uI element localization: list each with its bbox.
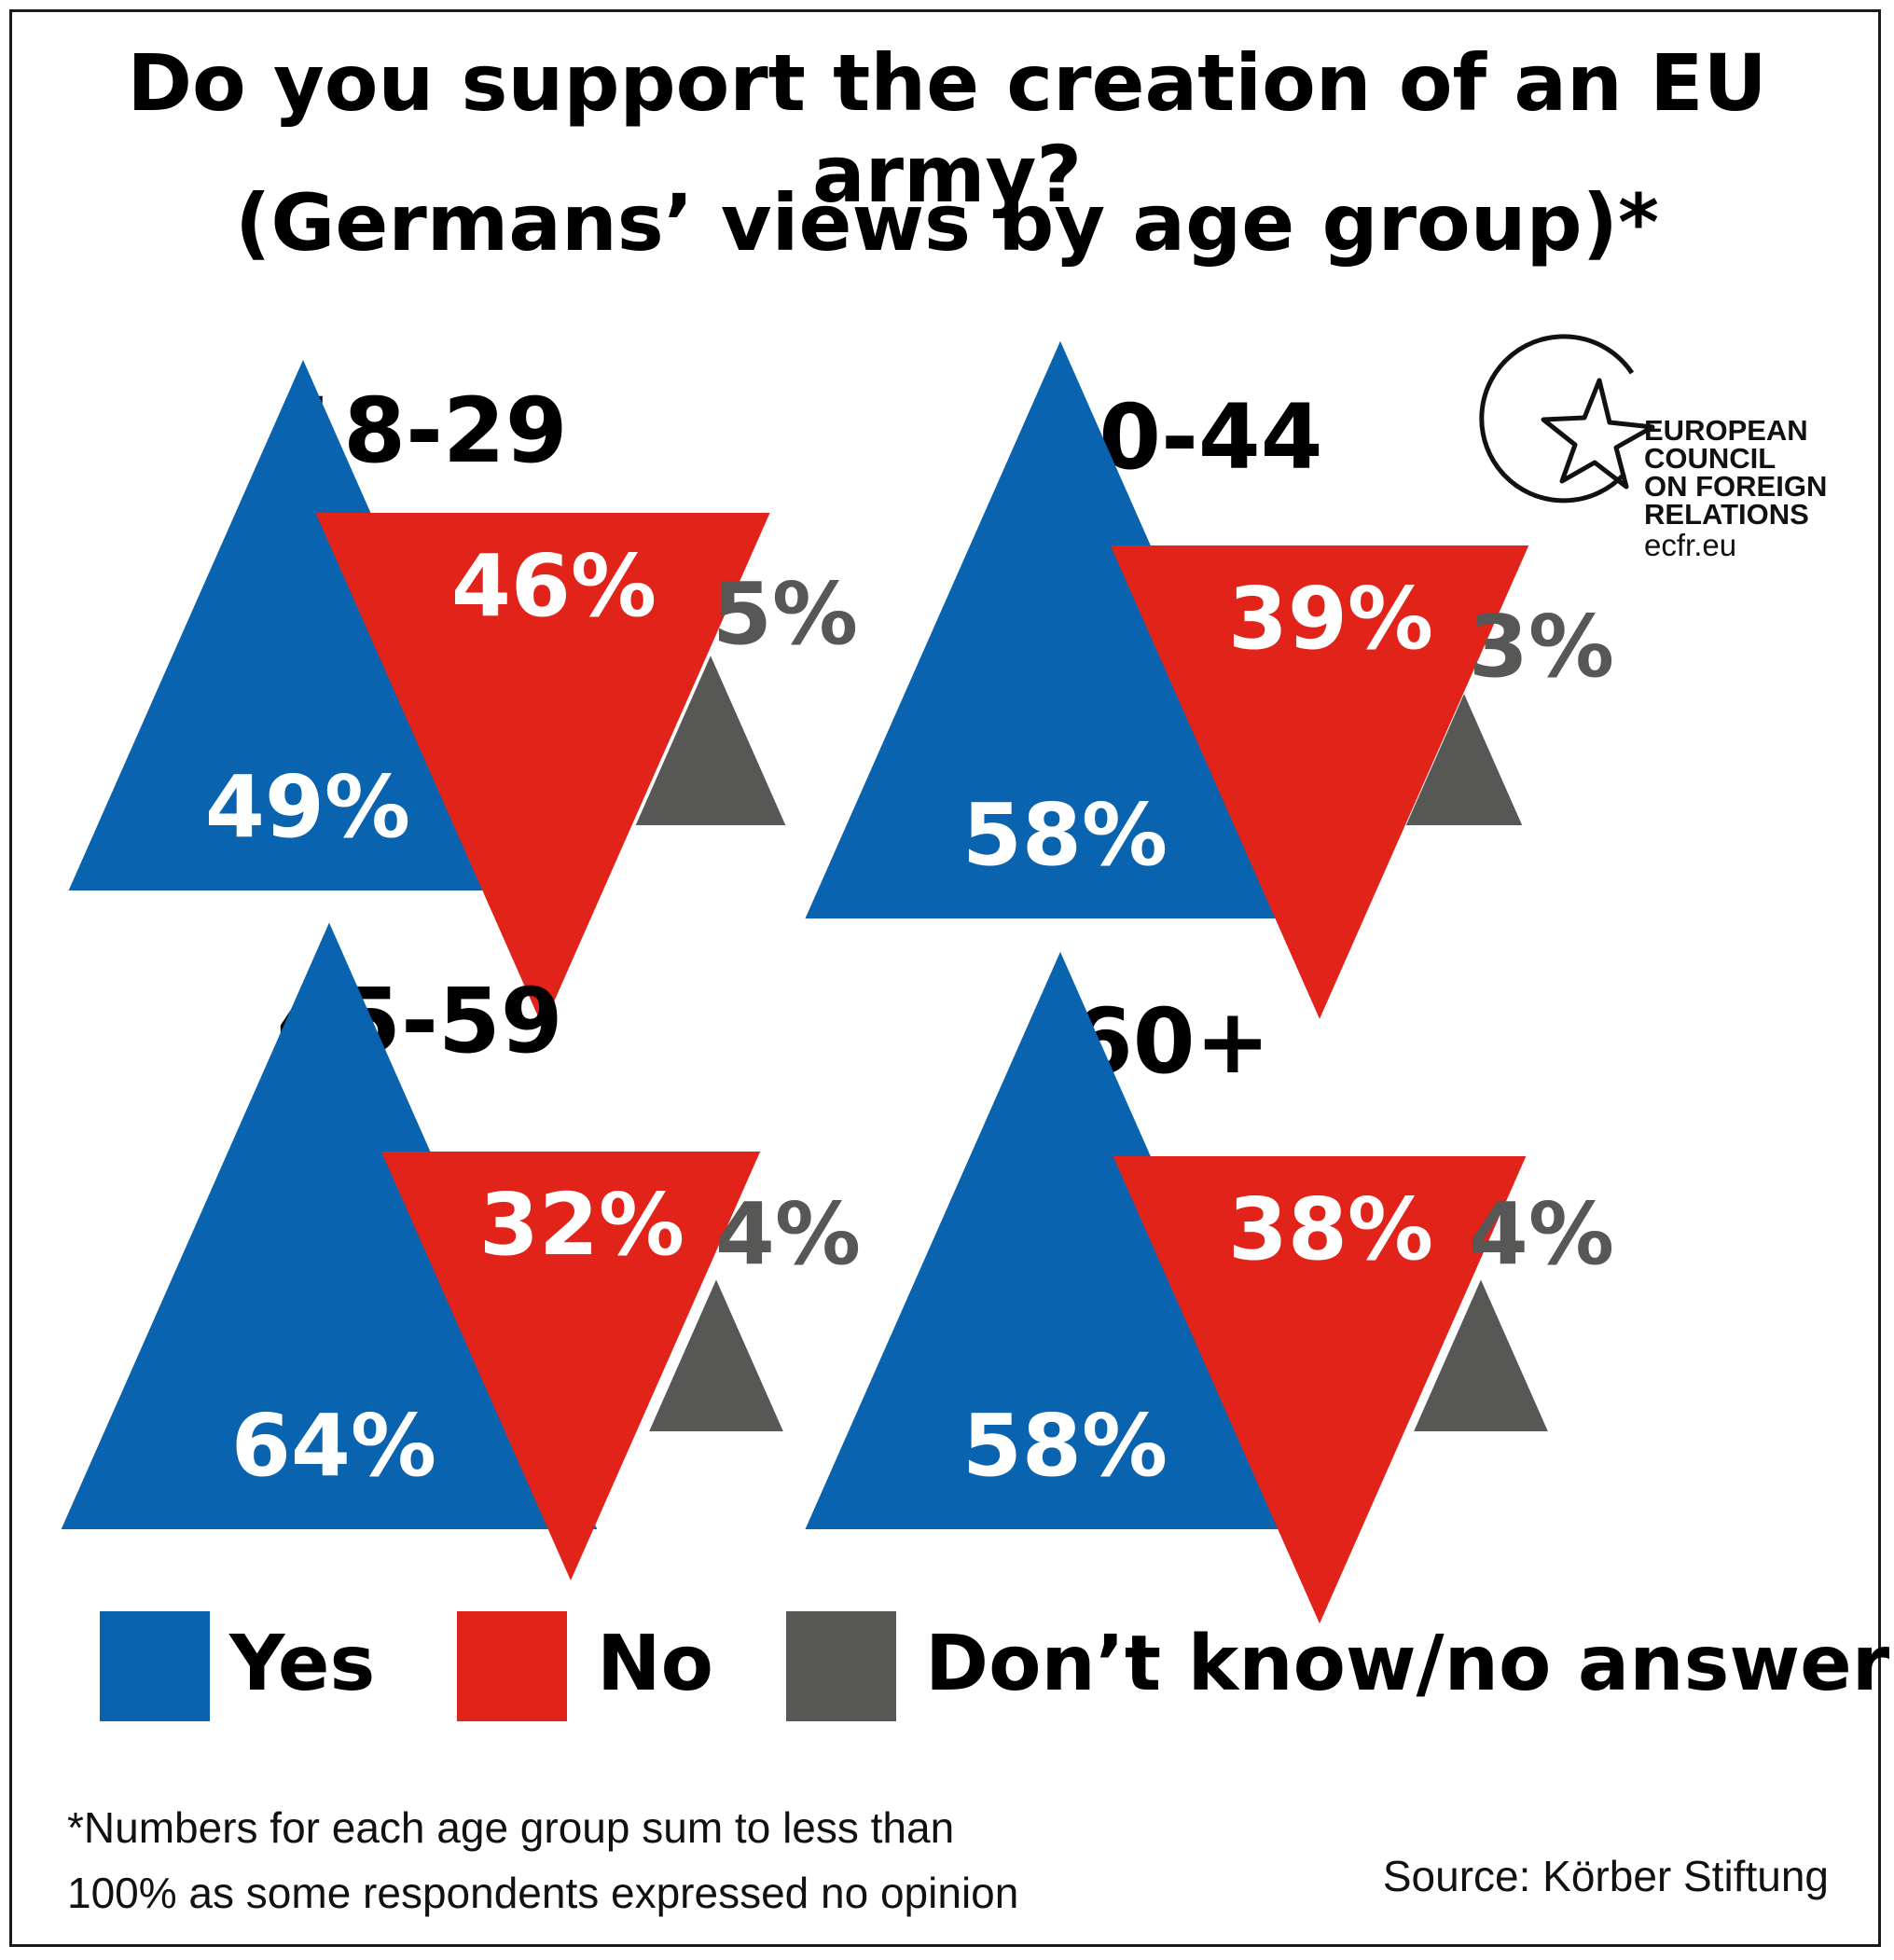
no-value-label: 32% xyxy=(479,1175,684,1275)
ecfr-logo: EUROPEAN COUNCIL ON FOREIGN RELATIONS ec… xyxy=(1479,334,1827,562)
logo-line-1: EUROPEAN xyxy=(1644,414,1808,447)
dk-value-label: 4% xyxy=(715,1184,861,1284)
logo-url: ecfr.eu xyxy=(1644,528,1736,562)
dk-triangle xyxy=(1414,1279,1548,1431)
legend-label-no: No xyxy=(597,1620,713,1708)
dk-triangle xyxy=(1405,694,1523,825)
footnote-line-1: *Numbers for each age group sum to less … xyxy=(67,1803,955,1852)
no-triangle xyxy=(315,513,770,1028)
logo-line-2: COUNCIL xyxy=(1644,442,1776,475)
dk-triangle xyxy=(635,656,786,825)
logo-line-4: RELATIONS xyxy=(1644,498,1809,531)
legend-swatch-yes xyxy=(100,1611,210,1721)
yes-triangle xyxy=(805,951,1316,1529)
no-value-label: 46% xyxy=(451,536,657,636)
dk-value-label: 5% xyxy=(712,564,858,664)
dk-value-label: 3% xyxy=(1469,597,1614,697)
logo-line-3: ON FOREIGN xyxy=(1644,470,1827,503)
dk-triangle xyxy=(649,1279,783,1431)
no-triangle xyxy=(1110,545,1529,1019)
no-triangle xyxy=(380,1152,761,1580)
chart-subtitle: (Germans’ views by age group)* xyxy=(235,177,1659,269)
legend-label-dk: Don’t know/no answer xyxy=(925,1620,1890,1708)
legend-label-yes: Yes xyxy=(229,1620,376,1708)
dk-value-label: 4% xyxy=(1469,1184,1614,1284)
legend-swatch-no xyxy=(457,1611,567,1721)
yes-value-label: 58% xyxy=(962,785,1168,885)
yes-triangle xyxy=(68,359,538,891)
source-credit: Source: Körber Stiftung xyxy=(1382,1852,1829,1900)
chart-title: Do you support the creation of an EU arm… xyxy=(127,37,1767,220)
yes-value-label: 49% xyxy=(205,757,410,857)
yes-value-label: 64% xyxy=(231,1396,436,1496)
footnote-line-2: 100% as some respondents expressed no op… xyxy=(67,1869,1019,1917)
no-value-label: 38% xyxy=(1228,1180,1433,1279)
chart-frame xyxy=(9,9,1881,1947)
yes-value-label: 58% xyxy=(962,1396,1168,1496)
no-value-label: 39% xyxy=(1228,569,1433,669)
yes-triangle xyxy=(805,340,1316,918)
star-in-circle-icon xyxy=(1479,334,1655,504)
legend-swatch-dk xyxy=(786,1611,896,1721)
yes-triangle xyxy=(61,922,598,1529)
no-triangle xyxy=(1113,1156,1527,1624)
